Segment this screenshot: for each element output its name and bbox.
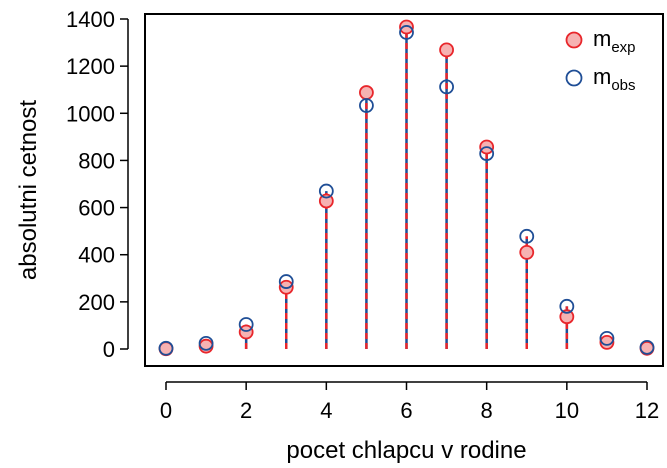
x-axis-title: pocet chlapcu v rodine xyxy=(286,437,526,464)
point-m-obs xyxy=(238,317,254,332)
point-m-exp xyxy=(599,334,615,350)
point-m-obs xyxy=(599,330,615,346)
point-m-obs xyxy=(318,183,334,199)
point-m-obs xyxy=(639,339,655,355)
legend-label-main: m xyxy=(593,64,611,89)
point-m-exp xyxy=(359,85,374,100)
point-m-exp xyxy=(519,244,535,260)
y-axis: 0 200 400 600 800 1000 1200 1400 xyxy=(66,7,129,362)
point-m-exp xyxy=(559,309,575,325)
point-m-exp xyxy=(238,324,254,340)
y-axis-title: absolutni cetnost xyxy=(15,100,42,280)
point-m-obs xyxy=(359,98,374,113)
y-tick-label: 1000 xyxy=(66,101,115,126)
x-tick-label: 6 xyxy=(400,398,412,423)
legend-label-sub: obs xyxy=(611,77,635,94)
plot-frame xyxy=(144,13,664,367)
legend-label: mobs xyxy=(593,64,636,94)
y-tick-label: 200 xyxy=(78,290,115,315)
point-m-obs xyxy=(479,146,495,161)
x-tick-label: 0 xyxy=(160,398,172,423)
x-tick-label: 2 xyxy=(240,398,252,423)
legend-marker xyxy=(565,69,583,87)
point-m-exp xyxy=(399,19,414,35)
y-tick-label: 1400 xyxy=(66,7,115,32)
x-tick-label: 4 xyxy=(320,398,332,423)
data-points xyxy=(158,19,655,357)
legend-label-main: m xyxy=(593,26,611,51)
point-m-exp xyxy=(318,193,334,209)
y-tick-label: 800 xyxy=(78,148,115,173)
x-tick-label: 12 xyxy=(635,398,659,423)
x-axis: 0 2 4 6 8 10 12 xyxy=(160,381,659,423)
y-tick-label: 1200 xyxy=(66,54,115,79)
x-tick-label: 8 xyxy=(481,398,493,423)
point-m-obs xyxy=(519,228,535,244)
point-m-obs xyxy=(439,79,454,95)
legend-label-sub: exp xyxy=(611,39,635,56)
legend-label: mexp xyxy=(593,26,636,56)
y-tick-label: 600 xyxy=(78,196,115,221)
point-m-obs xyxy=(559,298,575,314)
point-m-obs xyxy=(198,335,214,351)
point-m-obs xyxy=(278,274,294,289)
point-m-obs xyxy=(158,340,174,356)
legend-marker xyxy=(565,31,583,49)
point-m-exp xyxy=(439,42,454,58)
stem-lines xyxy=(164,27,649,349)
y-tick-label: 0 xyxy=(103,337,115,362)
point-m-obs xyxy=(399,25,414,40)
x-tick-label: 10 xyxy=(555,398,579,423)
y-tick-label: 400 xyxy=(78,243,115,268)
